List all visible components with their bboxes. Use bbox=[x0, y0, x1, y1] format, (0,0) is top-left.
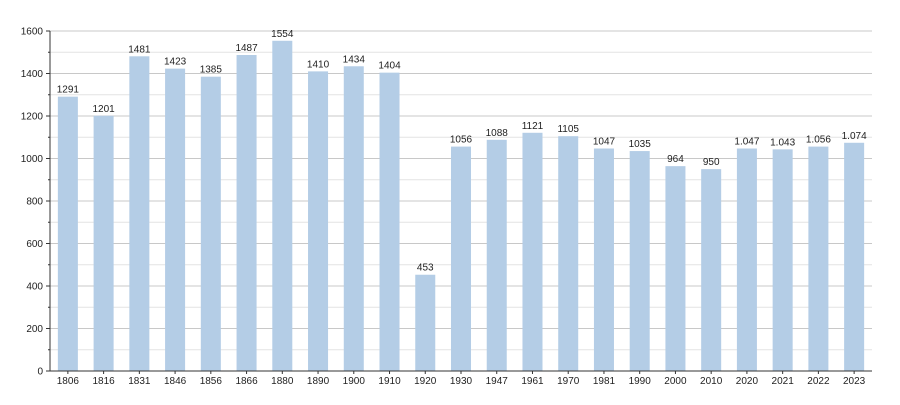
x-tick-label: 1846 bbox=[164, 376, 187, 387]
x-tick-label: 1910 bbox=[378, 376, 401, 387]
bar bbox=[772, 149, 793, 371]
x-tick-label: 1990 bbox=[629, 376, 652, 387]
bar-data-label: 453 bbox=[417, 263, 434, 274]
x-tick-label: 1806 bbox=[57, 376, 80, 387]
x-tick-label: 1866 bbox=[235, 376, 258, 387]
x-tick-label: 2020 bbox=[736, 376, 759, 387]
bar bbox=[665, 166, 686, 371]
x-tick-label: 1961 bbox=[521, 376, 544, 387]
bar bbox=[93, 115, 114, 371]
x-tick-label: 2022 bbox=[807, 376, 830, 387]
y-tick-label: 1600 bbox=[21, 27, 44, 38]
x-tick-label: 1930 bbox=[450, 376, 473, 387]
bar bbox=[808, 146, 829, 371]
bar bbox=[522, 132, 543, 371]
bar bbox=[379, 72, 400, 372]
axis-layer: 0 200 400 600 800 1000 1200 1400 1600 1806 1816 183… bbox=[21, 27, 872, 387]
x-tick-label: 2000 bbox=[664, 376, 687, 387]
bar-data-label: 1554 bbox=[271, 29, 294, 40]
x-tick-label: 1947 bbox=[486, 376, 509, 387]
y-tick-label: 1000 bbox=[21, 154, 44, 165]
bar-data-label: 1291 bbox=[57, 85, 80, 96]
bar bbox=[486, 139, 507, 371]
bar-data-label: 1105 bbox=[557, 124, 579, 135]
bar bbox=[629, 151, 650, 371]
bar-layer bbox=[57, 40, 865, 372]
y-tick-label: 600 bbox=[26, 239, 43, 250]
x-tick-label: 1981 bbox=[593, 376, 616, 387]
x-tick-label: 2023 bbox=[843, 376, 866, 387]
x-tick-label: 1880 bbox=[271, 376, 294, 387]
bar-data-label: 1035 bbox=[629, 139, 652, 150]
bar bbox=[844, 142, 865, 371]
bar-data-label: 1.047 bbox=[734, 137, 759, 148]
x-tick-label: 1816 bbox=[92, 376, 115, 387]
bar-data-label: 1481 bbox=[128, 44, 151, 55]
y-tick-label: 400 bbox=[26, 282, 43, 293]
bar-data-label: 1385 bbox=[200, 65, 223, 76]
bar-data-label: 1088 bbox=[486, 128, 509, 139]
bar bbox=[57, 96, 78, 371]
x-tick-label: 1831 bbox=[128, 376, 151, 387]
bar-data-label: 1.043 bbox=[770, 137, 795, 148]
bar bbox=[272, 40, 293, 372]
bar bbox=[236, 55, 257, 371]
bar bbox=[343, 66, 364, 372]
bar-data-label: 1.074 bbox=[842, 131, 867, 142]
y-tick-label: 1200 bbox=[21, 112, 44, 123]
y-tick-label: 800 bbox=[26, 197, 43, 208]
bar-data-label: 1047 bbox=[593, 137, 616, 148]
bar-data-label: 1201 bbox=[92, 104, 115, 115]
bar bbox=[200, 76, 221, 371]
bar-data-label: 1.056 bbox=[806, 135, 831, 146]
x-tick-label: 1970 bbox=[557, 376, 580, 387]
bar-data-label: 1121 bbox=[522, 121, 544, 132]
bar bbox=[129, 56, 150, 371]
y-tick-label: 200 bbox=[26, 324, 43, 335]
label-layer: 1291 1201 1481 1423 1385 1487 1554 1410 1434 1404… bbox=[57, 29, 867, 274]
bar-data-label: 1487 bbox=[235, 43, 258, 54]
bar-data-label: 1404 bbox=[378, 61, 401, 72]
x-tick-label: 1920 bbox=[414, 376, 437, 387]
bar bbox=[593, 148, 614, 371]
x-tick-label: 1890 bbox=[307, 376, 330, 387]
bar-data-label: 964 bbox=[667, 154, 684, 165]
bar bbox=[701, 169, 722, 371]
bar bbox=[415, 274, 436, 371]
bar-data-label: 950 bbox=[703, 157, 720, 168]
x-tick-label: 1856 bbox=[200, 376, 223, 387]
y-tick-label: 0 bbox=[37, 367, 43, 378]
bar bbox=[308, 71, 329, 371]
bar-data-label: 1434 bbox=[343, 54, 366, 65]
bar-data-label: 1410 bbox=[307, 59, 330, 70]
y-tick-label: 1400 bbox=[21, 69, 44, 80]
bar bbox=[736, 148, 757, 371]
bar-data-label: 1056 bbox=[450, 135, 473, 146]
bar bbox=[558, 136, 579, 371]
bar bbox=[450, 146, 472, 371]
bar-data-label: 1423 bbox=[164, 57, 187, 68]
x-tick-label: 1900 bbox=[343, 376, 366, 387]
x-tick-label: 2021 bbox=[772, 376, 795, 387]
bar bbox=[165, 68, 186, 372]
x-tick-label: 2010 bbox=[700, 376, 723, 387]
